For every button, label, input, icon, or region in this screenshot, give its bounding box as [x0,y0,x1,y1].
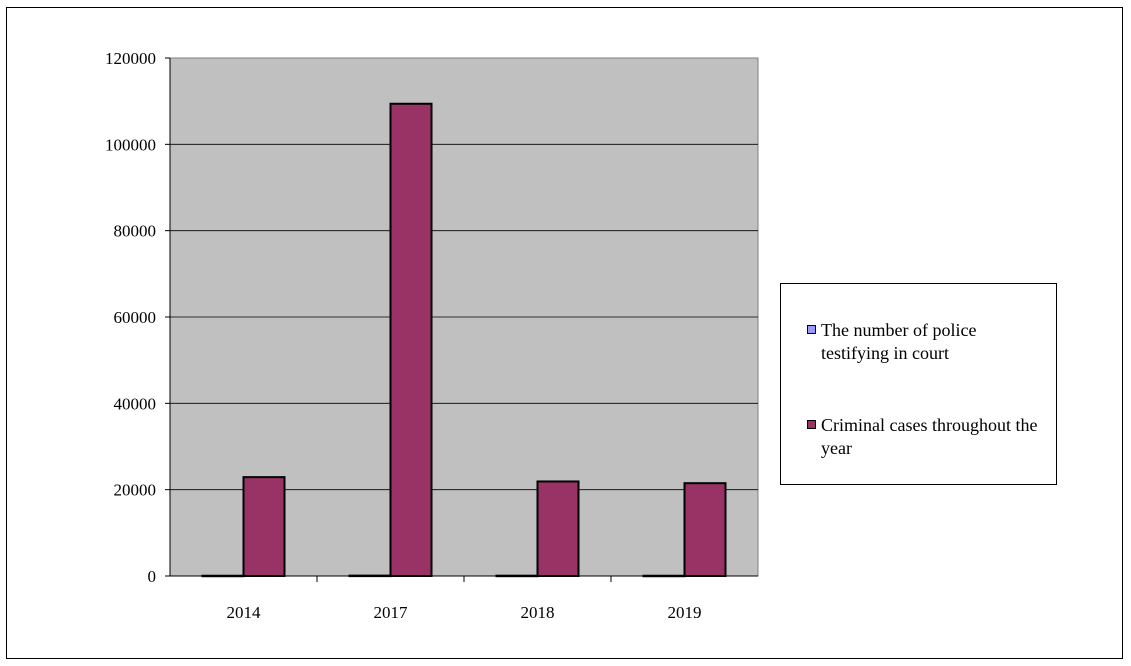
y-tick-label: 60000 [114,308,157,327]
legend: The number of police testifying in court… [780,283,1057,485]
bar-criminal-cases-2019 [683,482,727,578]
legend-item-criminal-cases: Criminal cases throughout the year [807,414,1047,460]
x-tick-label: 2017 [374,603,409,622]
y-tick-label: 100000 [105,135,156,154]
legend-label-criminal-cases: Criminal cases throughout the year [821,415,1038,458]
x-tick-label: 2019 [668,603,702,622]
tick-labels: 0 20000 40000 60000 80000 100000 120000 2014 201… [105,49,702,622]
x-tick-label: 2018 [521,603,555,622]
legend-item-police: The number of police testifying in court [807,319,1047,365]
bar-criminal-cases-2018 [536,480,580,577]
bars [201,102,727,578]
y-tick-label: 120000 [105,49,156,68]
x-tick-label: 2014 [227,603,262,622]
legend-swatch-police [807,325,816,334]
axes [165,57,758,582]
y-tick-label: 0 [148,567,157,586]
y-tick-label: 80000 [114,222,157,241]
legend-swatch-criminal-cases [807,420,816,429]
y-tick-label: 20000 [114,481,157,500]
bar-criminal-cases-2017 [389,102,433,578]
legend-label-police: The number of police testifying in court [821,320,977,363]
y-tick-label: 40000 [114,394,157,413]
bar-criminal-cases-2014 [242,476,286,578]
